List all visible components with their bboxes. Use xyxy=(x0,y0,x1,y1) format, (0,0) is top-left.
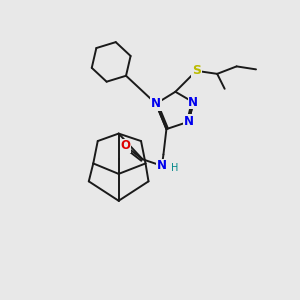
Text: N: N xyxy=(184,115,194,128)
Text: H: H xyxy=(171,163,178,173)
Text: N: N xyxy=(188,96,198,109)
Text: N: N xyxy=(157,159,167,172)
Text: N: N xyxy=(151,97,161,110)
Text: S: S xyxy=(192,64,201,77)
Text: O: O xyxy=(120,139,130,152)
